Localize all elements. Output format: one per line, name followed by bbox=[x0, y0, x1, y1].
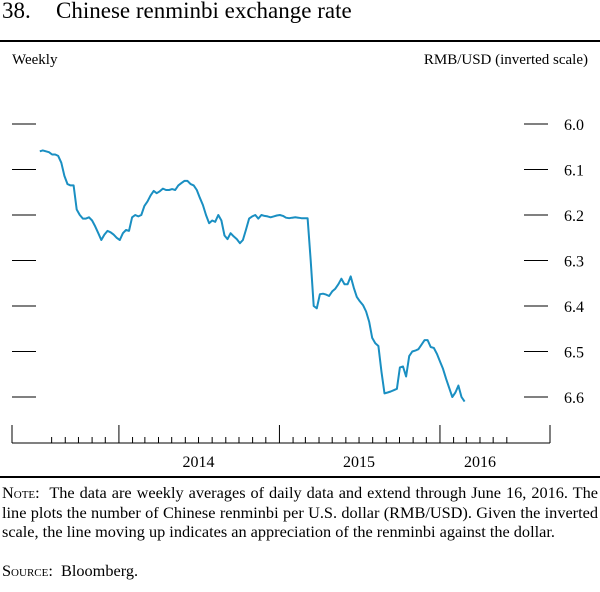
note: Note: The data are weekly averages of da… bbox=[2, 483, 598, 542]
top-rule bbox=[0, 40, 600, 42]
y-tick-label: 6.5 bbox=[564, 345, 584, 362]
units-label: RMB/USD (inverted scale) bbox=[423, 52, 588, 68]
frequency-label: Weekly bbox=[12, 52, 58, 68]
x-tick-labels: 2014 2015 2016 bbox=[183, 454, 496, 471]
x-axis bbox=[11, 425, 551, 444]
y-tick-label: 6.0 bbox=[564, 117, 584, 134]
series-line bbox=[39, 149, 466, 403]
y-tick-marks bbox=[12, 123, 548, 398]
figure-title-text: Chinese renminbi exchange rate bbox=[56, 0, 352, 23]
source: Source: Bloomberg. bbox=[2, 561, 138, 581]
y-tick-label: 6.1 bbox=[564, 163, 584, 180]
x-tick-label: 2015 bbox=[343, 454, 375, 471]
x-tick-label: 2016 bbox=[464, 454, 496, 471]
figure-number: 38. bbox=[2, 0, 31, 23]
source-text: Bloomberg. bbox=[61, 561, 139, 580]
bottom-rule bbox=[0, 476, 600, 478]
series-group bbox=[39, 149, 466, 403]
y-tick-label: 6.4 bbox=[564, 299, 584, 316]
y-tick-label: 6.6 bbox=[564, 390, 584, 407]
y-tick-labels: 6.0 6.1 6.2 6.3 6.4 6.5 6.6 bbox=[564, 117, 584, 407]
figure-title: 38. Chinese renminbi exchange rate bbox=[2, 0, 352, 24]
note-text: The data are weekly averages of daily da… bbox=[2, 483, 598, 541]
y-tick-label: 6.2 bbox=[564, 208, 584, 225]
chart-area: 6.0 6.1 6.2 6.3 6.4 6.5 6.6 2014 2015 2016 bbox=[11, 117, 584, 471]
note-label: Note: bbox=[2, 483, 40, 502]
y-tick-label: 6.3 bbox=[564, 254, 584, 271]
x-tick-label: 2014 bbox=[183, 454, 215, 471]
source-label: Source: bbox=[2, 561, 53, 580]
